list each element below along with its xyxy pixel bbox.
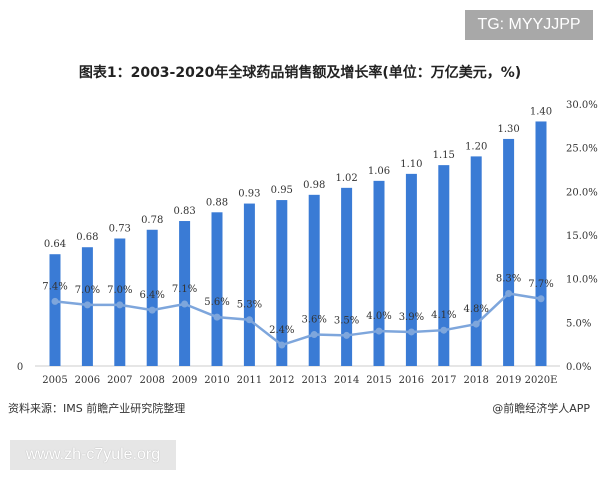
bar (535, 121, 547, 366)
right-tick-label: 25.0% (566, 144, 598, 155)
growth-label: 3.9% (399, 312, 424, 323)
watermark-top: TG: MYYJJPP (465, 10, 593, 40)
growth-point (343, 331, 351, 339)
growth-point (505, 290, 513, 298)
x-tick-label: 2017 (431, 375, 456, 386)
growth-label: 4.1% (431, 310, 456, 321)
x-tick-label: 2008 (139, 375, 164, 386)
bar-label: 1.02 (335, 173, 357, 184)
growth-label: 7.7% (528, 279, 553, 290)
right-tick-label: 5.0% (566, 318, 591, 329)
growth-point (213, 313, 221, 321)
growth-label: 7.1% (172, 284, 197, 295)
bar (341, 187, 353, 366)
growth-label: 3.5% (334, 315, 359, 326)
x-tick-label: 2020E (525, 375, 558, 386)
bar-label: 1.06 (368, 166, 390, 177)
bar-label: 0.88 (206, 197, 228, 208)
bar (373, 180, 385, 366)
bar (438, 165, 450, 366)
x-tick-label: 2007 (107, 375, 132, 386)
x-tick-label: 2006 (75, 375, 100, 386)
right-tick-label: 0.0% (566, 362, 591, 373)
bar-label: 0.83 (173, 206, 195, 217)
x-tick-label: 2019 (496, 375, 521, 386)
growth-point (537, 295, 545, 303)
growth-label: 4.0% (366, 311, 391, 322)
growth-label: 5.3% (237, 300, 262, 311)
growth-point (116, 301, 124, 309)
bar (276, 200, 288, 366)
source-note: 资料来源：IMS 前瞻产业研究院整理 (8, 402, 186, 415)
bar (405, 173, 417, 366)
x-tick-label: 2012 (269, 375, 294, 386)
brand-credit: @前瞻经济学人APP (492, 402, 590, 415)
right-tick-label: 30.0% (566, 100, 598, 111)
growth-point (440, 326, 448, 334)
growth-point (310, 331, 318, 339)
bar-label: 1.30 (497, 124, 519, 135)
x-tick-label: 2010 (204, 375, 229, 386)
growth-point (181, 300, 189, 308)
growth-label: 3.6% (301, 315, 326, 326)
bar-label: 0.93 (238, 189, 260, 200)
growth-point (278, 341, 286, 349)
growth-label: 8.3% (496, 274, 521, 285)
growth-label: 6.4% (139, 290, 164, 301)
right-tick-label: 15.0% (566, 231, 598, 242)
bar-label: 0.68 (76, 232, 98, 243)
bar-label: 0.95 (271, 185, 293, 196)
chart: 0 0.0% 5.0% 10.0% 15.0% 20.0% 25.0% 30.0% 0.64 20… (17, 100, 598, 386)
growth-point (51, 297, 59, 305)
growth-point (472, 320, 480, 328)
x-tick-label: 2018 (463, 375, 488, 386)
bar-label: 1.10 (400, 159, 422, 170)
bar (243, 203, 255, 366)
bar-label: 0.78 (141, 215, 163, 226)
growth-label: 5.6% (204, 297, 229, 308)
right-tick-label: 10.0% (566, 275, 598, 286)
x-tick-label: 2005 (42, 375, 67, 386)
bar (49, 254, 61, 366)
bar-label: 0.64 (44, 239, 66, 250)
bar-label: 0.98 (303, 180, 325, 191)
growth-point (375, 327, 383, 335)
growth-label: 2.4% (269, 325, 294, 336)
x-tick-label: 2013 (301, 375, 326, 386)
growth-label: 7.0% (107, 285, 132, 296)
x-tick-label: 2016 (399, 375, 424, 386)
growth-label: 7.4% (42, 281, 67, 292)
left-tick-label: 0 (17, 362, 23, 373)
right-tick-label: 20.0% (566, 187, 598, 198)
watermark-bottom: www.zh-c7yule.org (10, 440, 176, 470)
growth-line (54, 292, 542, 347)
bar (211, 212, 223, 366)
bar (179, 221, 191, 366)
growth-point (83, 301, 91, 309)
bar (470, 156, 482, 366)
x-tick-label: 2011 (237, 375, 262, 386)
growth-label: 4.8% (463, 304, 488, 315)
growth-point (407, 328, 415, 336)
bar-label: 1.15 (433, 150, 455, 161)
x-tick-label: 2009 (172, 375, 197, 386)
bar (503, 138, 515, 366)
chart-title: 图表1：2003-2020年全球药品销售额及增长率(单位：万亿美元，%) (78, 65, 522, 81)
bar (308, 194, 320, 366)
growth-label: 7.0% (75, 285, 100, 296)
growth-point (148, 306, 156, 314)
growth-point (245, 316, 253, 324)
bar (146, 229, 158, 366)
bar-label: 0.73 (109, 223, 131, 234)
bar-label: 1.20 (465, 141, 487, 152)
x-tick-label: 2015 (366, 375, 391, 386)
x-tick-label: 2014 (334, 375, 359, 386)
bar-label: 1.40 (530, 106, 552, 117)
